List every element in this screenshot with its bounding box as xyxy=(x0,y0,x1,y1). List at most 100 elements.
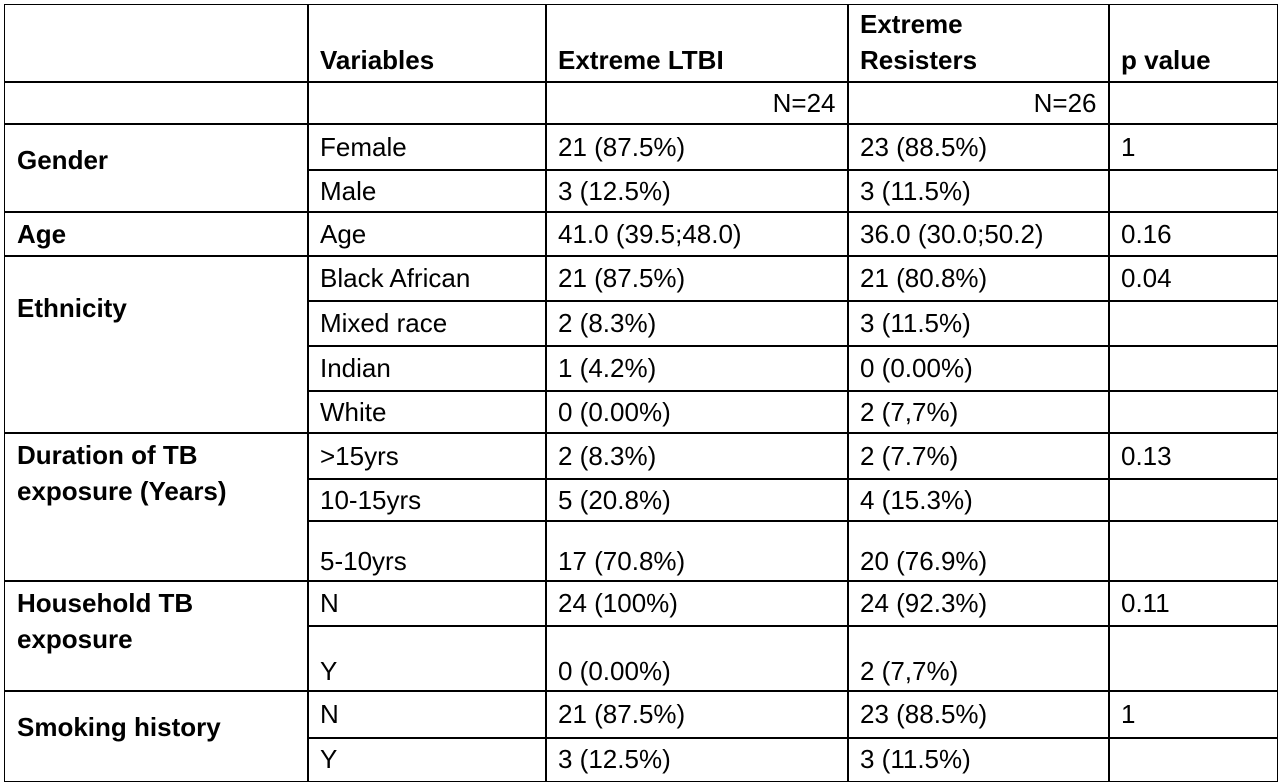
cell-text: Extreme LTBI xyxy=(558,44,724,75)
data-cell: 2 (7,7%) xyxy=(847,390,1110,434)
cell-text: Smoking history xyxy=(17,712,221,742)
data-cell xyxy=(1108,478,1278,522)
cell-text: Y xyxy=(320,744,338,775)
cell-text: 21 (87.5%) xyxy=(558,131,686,162)
cell-text: 41.0 (39.5;48.0) xyxy=(558,218,742,249)
cell-text: Mixed race xyxy=(320,308,448,339)
cell-text: 0 (0.00%) xyxy=(558,655,671,686)
cell-text: Ethnicity xyxy=(17,293,127,323)
data-cell: 3 (11.5%) xyxy=(847,737,1110,782)
data-cell: 3 (12.5%) xyxy=(545,169,849,213)
cell-text: 0.13 xyxy=(1121,440,1172,471)
cell-text: 5-10yrs xyxy=(320,545,407,576)
group-label: Duration of TB exposure (Years) xyxy=(4,432,309,582)
cell-text: 0.16 xyxy=(1121,218,1172,249)
cell-text: 0 (0.00%) xyxy=(860,353,973,384)
group-label: Household TB exposure xyxy=(4,580,309,692)
data-cell: 2 (8.3%) xyxy=(545,300,849,347)
cell-text: 5 (20.8%) xyxy=(558,484,671,515)
data-cell: 0 (0.00%) xyxy=(847,345,1110,392)
header-cell: Extreme Resisters xyxy=(847,4,1110,83)
cell-text: Black African xyxy=(320,263,471,294)
data-cell: 0 (0.00%) xyxy=(545,625,849,692)
data-cell: Indian xyxy=(307,345,547,392)
data-cell: 2 (7,7%) xyxy=(847,625,1110,692)
data-cell: 10-15yrs xyxy=(307,478,547,522)
data-cell: White xyxy=(307,390,547,434)
data-cell: 36.0 (30.0;50.2) xyxy=(847,211,1110,257)
header-cell: Extreme LTBI xyxy=(545,4,849,83)
data-cell: Age xyxy=(307,211,547,257)
cell-text: 21 (80.8%) xyxy=(860,263,988,294)
data-cell xyxy=(1108,169,1278,213)
cell-text: Variables xyxy=(320,44,435,75)
data-cell: 41.0 (39.5;48.0) xyxy=(545,211,849,257)
cell-text: 3 (11.5%) xyxy=(860,175,971,206)
cell-text: 21 (87.5%) xyxy=(558,263,686,294)
cell-text: 23 (88.5%) xyxy=(860,131,988,162)
data-cell xyxy=(1108,737,1278,782)
data-cell: N xyxy=(307,690,547,739)
count-cell: N=24 xyxy=(545,81,849,125)
cell-text: 23 (88.5%) xyxy=(860,699,988,730)
cell-text: Age xyxy=(320,218,367,249)
cell-text: Household TB exposure xyxy=(17,588,194,654)
cell-text: 0.11 xyxy=(1121,588,1170,619)
data-cell: 3 (11.5%) xyxy=(847,169,1110,213)
data-cell xyxy=(1108,390,1278,434)
cell-text: 17 (70.8%) xyxy=(558,545,686,576)
cell-text: p value xyxy=(1121,44,1211,75)
count-cell: N=26 xyxy=(847,81,1110,125)
data-cell: 4 (15.3%) xyxy=(847,478,1110,522)
cell-text: Indian xyxy=(320,353,391,384)
cell-text: 1 (4.2%) xyxy=(558,353,657,384)
cell-text: 2 (8.3%) xyxy=(558,308,657,339)
data-cell: N xyxy=(307,580,547,627)
data-cell: Black African xyxy=(307,255,547,302)
cell-text: 3 (12.5%) xyxy=(558,175,671,206)
cell-text: Duration of TB exposure (Years) xyxy=(17,440,227,506)
data-cell: 1 (4.2%) xyxy=(545,345,849,392)
cell-text: 20 (76.9%) xyxy=(860,545,988,576)
data-cell: 2 (8.3%) xyxy=(545,432,849,480)
data-cell xyxy=(1108,345,1278,392)
data-cell: 5-10yrs xyxy=(307,520,547,582)
cell-text: 36.0 (30.0;50.2) xyxy=(860,218,1044,249)
header-cell xyxy=(4,4,309,83)
cell-text: Gender xyxy=(17,145,109,175)
data-cell: 3 (11.5%) xyxy=(847,300,1110,347)
cell-text: 2 (7.7%) xyxy=(860,440,959,471)
cell-text: 3 (11.5%) xyxy=(860,308,971,339)
data-cell: Mixed race xyxy=(307,300,547,347)
cell-text: Extreme Resisters xyxy=(860,8,978,75)
cell-text: 3 (11.5%) xyxy=(860,744,971,775)
data-cell: 20 (76.9%) xyxy=(847,520,1110,582)
data-cell: Y xyxy=(307,625,547,692)
cell-text: 24 (92.3%) xyxy=(860,588,988,619)
cell-text: 24 (100%) xyxy=(558,588,678,619)
data-cell: 21 (87.5%) xyxy=(545,123,849,171)
data-cell: 0 (0.00%) xyxy=(545,390,849,434)
data-cell xyxy=(1108,625,1278,692)
cell-text: 2 (8.3%) xyxy=(558,440,657,471)
cell-text: 0 (0.00%) xyxy=(558,396,671,427)
data-cell: 23 (88.5%) xyxy=(847,123,1110,171)
cell-text: 10-15yrs xyxy=(320,484,422,515)
data-cell: Male xyxy=(307,169,547,213)
cell-text: 2 (7,7%) xyxy=(860,396,959,427)
header-cell: p value xyxy=(1108,4,1278,83)
data-cell: >15yrs xyxy=(307,432,547,480)
group-label: Age xyxy=(4,211,309,257)
cell-text: 4 (15.3%) xyxy=(860,484,973,515)
data-cell: 0.13 xyxy=(1108,432,1278,480)
cell-text: 0.04 xyxy=(1121,263,1172,294)
data-cell: 0.11 xyxy=(1108,580,1278,627)
cell-text: Female xyxy=(320,131,407,162)
cell-text: 1 xyxy=(1121,131,1136,162)
data-cell: Female xyxy=(307,123,547,171)
data-cell: 23 (88.5%) xyxy=(847,690,1110,739)
cell-text: >15yrs xyxy=(320,440,399,471)
data-cell: 1 xyxy=(1108,123,1278,171)
data-cell: 1 xyxy=(1108,690,1278,739)
